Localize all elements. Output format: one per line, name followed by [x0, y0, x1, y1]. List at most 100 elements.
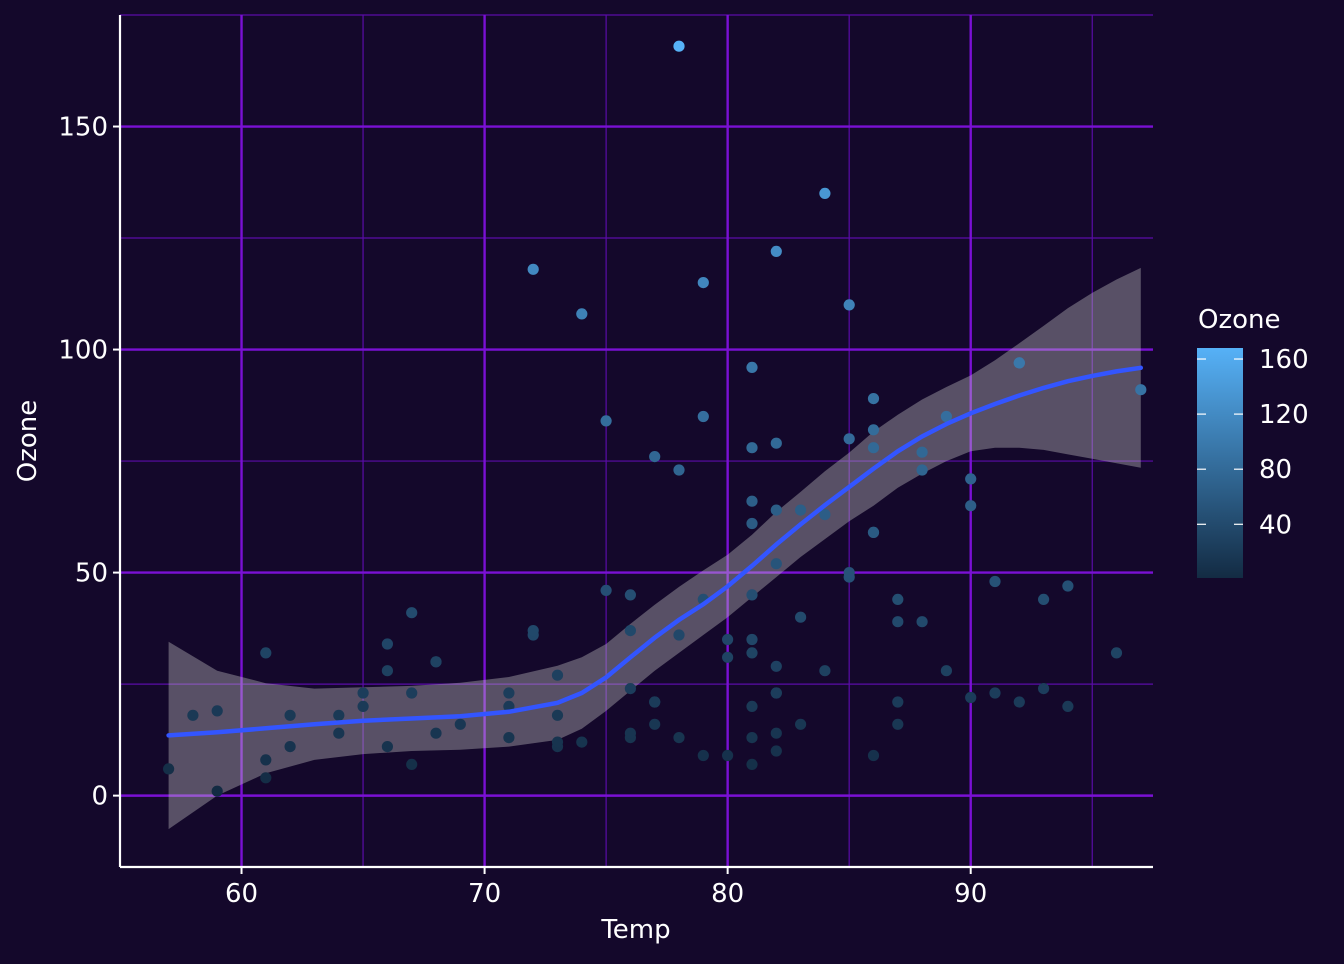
data-point	[867, 749, 880, 762]
data-point	[746, 732, 758, 744]
data-point	[673, 40, 685, 52]
minor-gridlines	[119, 14, 1153, 867]
data-point	[867, 393, 880, 405]
legend-tick-label: 120	[1259, 400, 1309, 430]
data-point	[503, 732, 515, 744]
data-point	[746, 517, 758, 530]
data-point	[600, 584, 612, 597]
data-point	[260, 754, 272, 766]
x-tick-label: 70	[468, 879, 501, 909]
data-points	[163, 40, 1147, 797]
data-point	[527, 625, 539, 637]
data-point	[624, 683, 637, 695]
data-point	[357, 687, 369, 699]
data-point	[624, 589, 637, 601]
data-point	[795, 611, 807, 623]
data-point	[454, 718, 466, 730]
data-point	[867, 442, 880, 454]
data-point	[381, 638, 393, 650]
data-point	[163, 763, 175, 775]
data-point	[1110, 647, 1123, 659]
data-point	[843, 567, 855, 579]
data-point	[649, 718, 661, 730]
x-tick-label: 80	[711, 879, 744, 909]
y-tick-label: 50	[75, 559, 108, 589]
data-point	[892, 593, 904, 606]
data-point	[381, 665, 393, 677]
data-point	[746, 758, 758, 771]
data-point	[965, 500, 977, 512]
data-point	[600, 415, 612, 427]
data-point	[819, 665, 831, 677]
data-point	[1062, 580, 1074, 592]
data-point	[381, 741, 393, 753]
data-point	[795, 718, 807, 730]
data-point	[746, 495, 758, 507]
data-point	[940, 665, 953, 677]
data-point	[406, 687, 418, 699]
data-point	[406, 607, 418, 619]
data-point	[284, 741, 296, 753]
data-point	[673, 629, 685, 641]
x-tick-label: 60	[225, 879, 258, 909]
data-point	[843, 299, 855, 311]
data-point	[576, 308, 588, 320]
data-point	[1038, 683, 1050, 695]
data-point	[722, 651, 734, 663]
x-axis-label: Temp	[600, 915, 670, 945]
y-tick-label: 150	[58, 113, 108, 143]
data-point	[406, 758, 418, 771]
data-point	[770, 558, 782, 570]
legend-tick-label: 160	[1259, 345, 1309, 375]
data-point	[430, 727, 442, 739]
data-point	[527, 263, 539, 275]
data-point	[916, 616, 928, 628]
data-point	[697, 410, 709, 423]
data-point	[746, 442, 758, 454]
data-point	[260, 772, 272, 784]
data-point	[260, 647, 272, 659]
data-point	[892, 718, 904, 730]
data-point	[624, 625, 637, 637]
data-point	[770, 727, 782, 739]
data-point	[551, 736, 564, 748]
confidence-band	[168, 267, 1141, 830]
data-point	[211, 705, 223, 717]
data-point	[1038, 593, 1050, 606]
major-gridlines	[120, 15, 1153, 867]
data-point	[503, 687, 515, 699]
data-point	[965, 691, 977, 704]
data-point	[940, 410, 953, 423]
data-point	[843, 433, 855, 445]
data-point	[551, 709, 564, 721]
data-point	[819, 187, 831, 199]
data-point	[867, 424, 880, 436]
data-point	[795, 504, 807, 516]
y-tick-label: 100	[58, 336, 108, 366]
x-tick-label: 90	[954, 879, 987, 909]
legend-title: Ozone	[1198, 305, 1281, 335]
data-point	[333, 709, 345, 721]
data-point	[187, 709, 199, 721]
data-point	[989, 575, 1001, 588]
legend-tick-label: 40	[1259, 510, 1292, 540]
x-axis-ticks: 60 70 80 90	[225, 867, 987, 909]
data-point	[746, 647, 758, 659]
data-point	[551, 669, 564, 681]
data-point	[770, 504, 782, 516]
data-point	[1013, 357, 1025, 369]
data-point	[746, 700, 758, 713]
data-point	[892, 696, 904, 708]
data-point	[722, 749, 734, 762]
data-point	[576, 736, 588, 748]
colorbar	[1197, 348, 1243, 578]
data-point	[211, 785, 223, 797]
data-point	[867, 526, 880, 539]
data-point	[333, 727, 345, 739]
data-point	[722, 633, 734, 646]
data-point	[746, 361, 758, 373]
data-point	[697, 277, 709, 289]
data-point	[746, 589, 758, 601]
